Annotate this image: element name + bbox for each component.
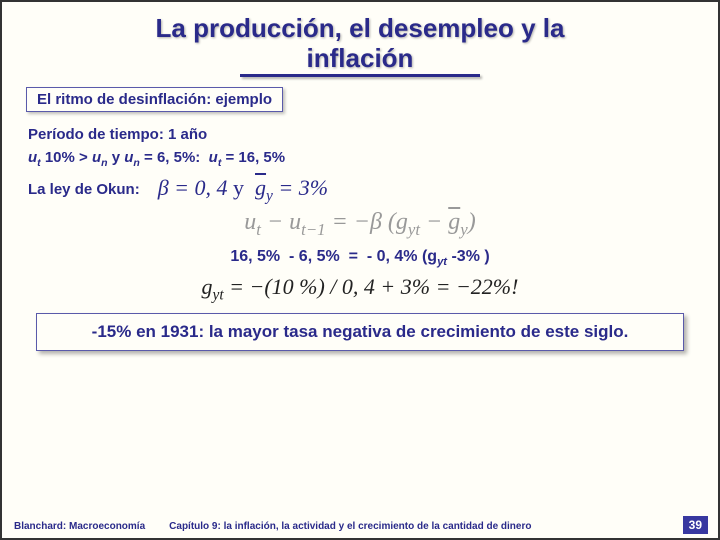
okun-formula: β = 0, 4 y gy = 3%: [158, 175, 328, 205]
title-line-1: La producción, el desempleo y la: [156, 13, 565, 43]
title-line-2: inflación: [307, 43, 414, 73]
period-line: Período de tiempo: 1 año: [28, 126, 692, 143]
callout-text: -15% en 1931: la mayor tasa negativa de …: [92, 322, 629, 341]
okun-row: La ley de Okun: β = 0, 4 y gy = 3%: [28, 175, 692, 205]
main-formula: ut − ut−1 = −β (gyt − gy): [18, 209, 702, 240]
growth-solve-formula: gyt = −(10 %) / 0, 4 + 3% = −22%!: [18, 274, 702, 304]
callout-box: -15% en 1931: la mayor tasa negativa de …: [36, 313, 684, 351]
footer-author: Blanchard: Macroeconomía: [14, 521, 145, 532]
subtitle-box: El ritmo de desinflación: ejemplo: [26, 87, 283, 112]
okun-label: La ley de Okun:: [28, 181, 140, 198]
title-underline: [240, 74, 480, 77]
slide-title: La producción, el desempleo y la inflaci…: [18, 14, 702, 74]
numeric-substitution: 16, 5% - 6, 5% = - 0, 4% (gyt -3% ): [28, 248, 692, 268]
page-number-badge: 39: [683, 516, 708, 534]
page-number: 39: [689, 518, 702, 532]
slide-frame: La producción, el desempleo y la inflaci…: [0, 0, 720, 540]
footer: Blanchard: Macroeconomía Capítulo 9: la …: [14, 521, 670, 532]
condition-line: ut 10% > un y un = 6, 5%: ut = 16, 5%: [28, 149, 692, 169]
footer-chapter: Capítulo 9: la inflación, la actividad y…: [169, 521, 531, 532]
subtitle-text: El ritmo de desinflación: ejemplo: [37, 91, 272, 108]
